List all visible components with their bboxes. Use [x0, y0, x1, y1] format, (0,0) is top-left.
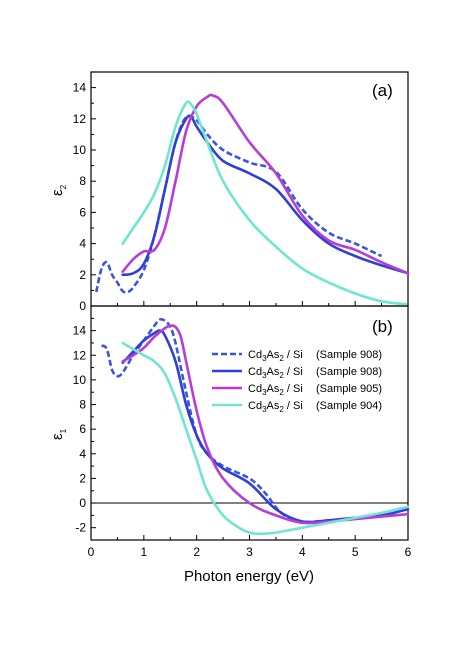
y-tick-label: 6	[79, 205, 86, 219]
panel-b-ylabel: ε1	[49, 428, 68, 440]
panel-b-yticks: -2 0 2 4 6 8 10 12 14	[73, 305, 96, 541]
panel-b-series	[100, 317, 410, 536]
y-tick-label: 14	[73, 324, 87, 338]
series-line	[121, 100, 410, 306]
legend-sample: (Sample 905)	[316, 383, 382, 395]
x-tick-label: 3	[246, 545, 253, 559]
y-tick-label: 2	[79, 268, 86, 282]
legend-sample: (Sample 904)	[316, 400, 382, 412]
y-tick-label: 4	[79, 447, 86, 461]
y-tick-label: 0	[79, 299, 86, 313]
legend-entry: Cd3As2 / Si (Sample 905)	[212, 383, 382, 397]
y-tick-label: 14	[73, 81, 87, 95]
panel-b-frame	[90, 305, 409, 541]
panel-a: 0 2 4 6 8 10 12 14 (a) ε2	[49, 71, 410, 313]
panel-a-xticks	[90, 301, 409, 306]
x-tick-label: 4	[299, 545, 306, 559]
x-tick-label: 5	[352, 545, 359, 559]
x-tick-label: 2	[193, 545, 200, 559]
series-line	[121, 93, 410, 275]
legend-sample: (Sample 908)	[316, 366, 382, 378]
y-tick-label: -2	[75, 521, 86, 535]
y-tick-label: 10	[73, 373, 87, 387]
panel-a-ylabel: ε2	[49, 184, 68, 196]
y-tick-label: 8	[79, 398, 86, 412]
legend-label: Cd3As2 / Si	[248, 383, 303, 397]
x-tick-label: 0	[88, 545, 95, 559]
legend-sample: (Sample 908)	[316, 349, 382, 361]
legend-entry: Cd3As2 / Si (Sample 904)	[212, 400, 382, 414]
y-tick-label: 0	[79, 496, 86, 510]
x-axis-label: Photon energy (eV)	[184, 568, 314, 585]
legend-label: Cd3As2 / Si	[248, 349, 303, 363]
panel-a-series	[95, 93, 410, 306]
series-line	[121, 114, 410, 277]
y-tick-label: 12	[73, 112, 87, 126]
legend-label: Cd3As2 / Si	[248, 400, 303, 414]
legend: Cd3As2 / Si (Sample 908) Cd3As2 / Si (Sa…	[212, 349, 382, 414]
y-tick-label: 8	[79, 174, 86, 188]
y-tick-label: 4	[79, 237, 86, 251]
legend-entry: Cd3As2 / Si (Sample 908)	[212, 349, 382, 363]
panel-a-label: (a)	[372, 81, 393, 100]
x-tick-label: 1	[140, 545, 147, 559]
y-tick-label: 10	[73, 143, 87, 157]
series-line	[100, 317, 382, 524]
y-tick-label: 6	[79, 422, 86, 436]
panel-b-xticks: 0 1 2 3 4 5 6	[88, 535, 412, 559]
panel-a-yticks: 0 2 4 6 8 10 12 14	[73, 71, 96, 313]
legend-label: Cd3As2 / Si	[248, 366, 303, 380]
y-tick-label: 12	[73, 348, 87, 362]
legend-entry: Cd3As2 / Si (Sample 908)	[212, 366, 382, 380]
x-tick-label: 6	[405, 545, 412, 559]
y-tick-label: 2	[79, 471, 86, 485]
panel-b-label: (b)	[372, 317, 393, 336]
series-line	[121, 341, 410, 536]
